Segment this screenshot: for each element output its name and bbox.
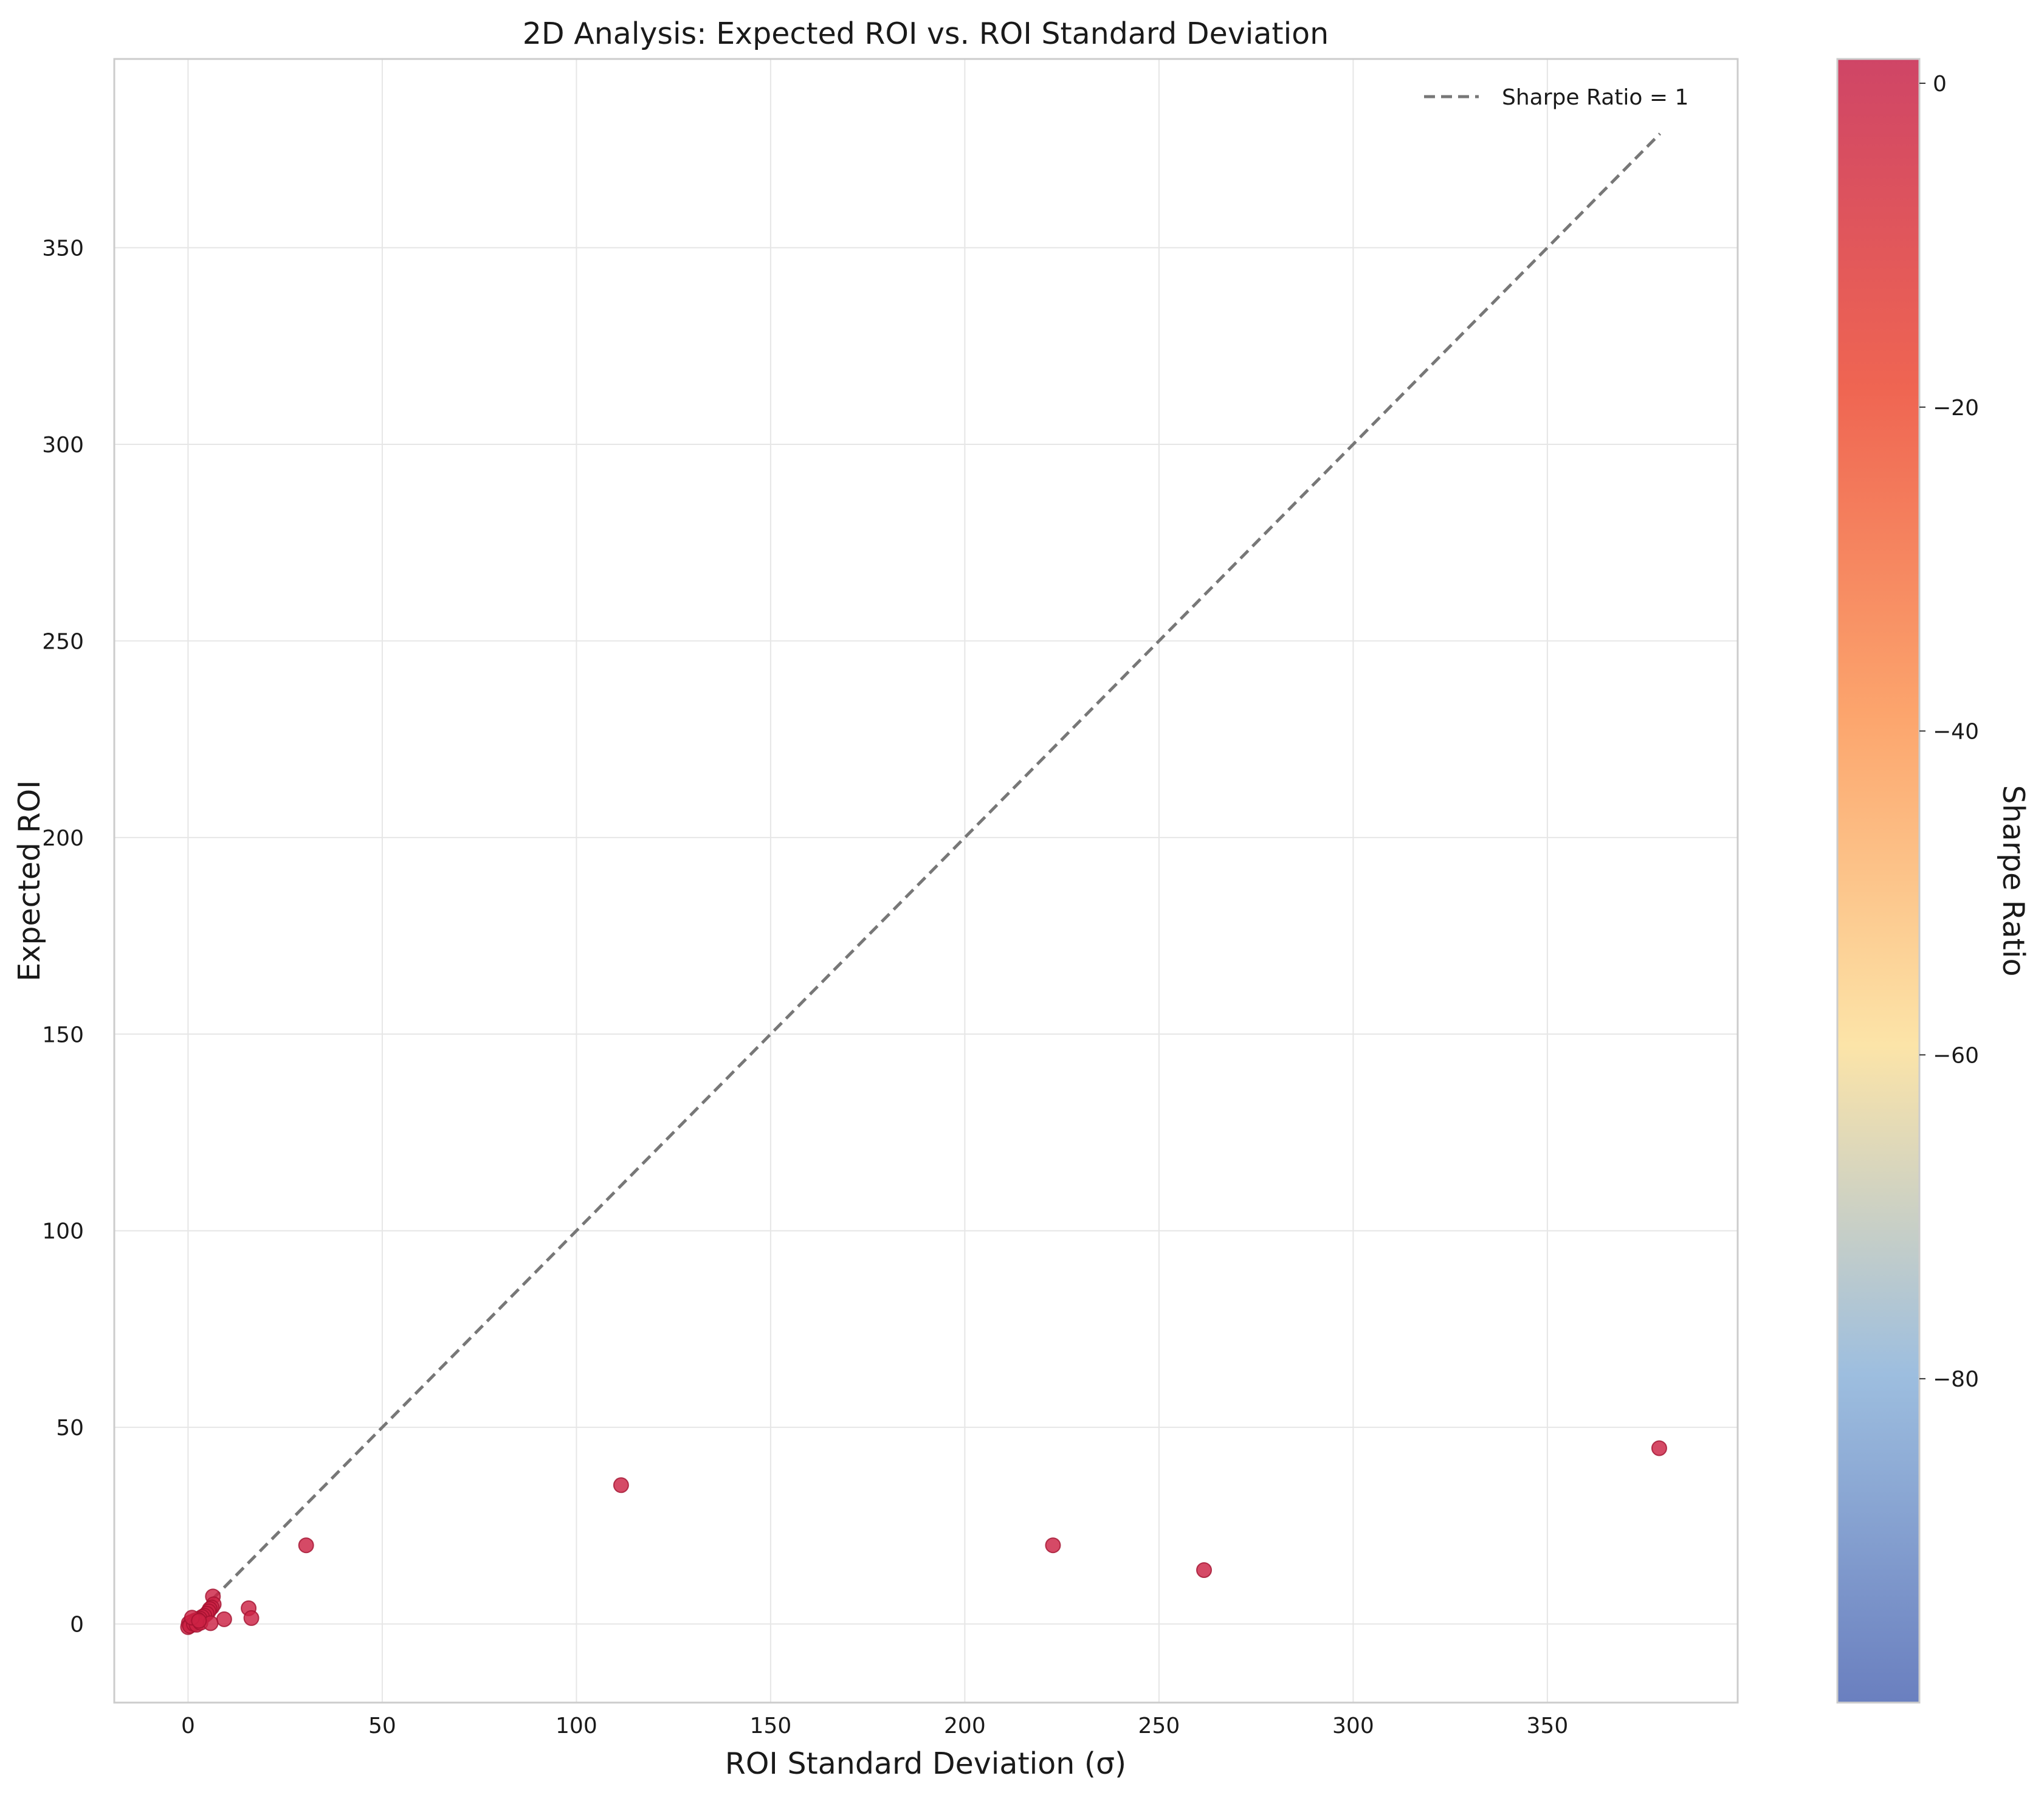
sharpe-ratio-reference-line bbox=[187, 133, 1661, 1625]
y-axis-ticks: 0 50 100 150 200 250 300 350 bbox=[42, 236, 84, 1638]
data-point bbox=[613, 1477, 629, 1494]
legend: Sharpe Ratio = 1 bbox=[1424, 85, 1688, 110]
y-tick-label: 0 bbox=[70, 1613, 84, 1638]
reference-line-layer bbox=[187, 133, 1661, 1625]
colorbar-gradient bbox=[1837, 59, 1919, 1703]
data-point bbox=[243, 1610, 260, 1626]
x-axis-ticks: 0 50 100 150 200 250 300 350 bbox=[181, 1714, 1568, 1738]
y-tick-label: 100 bbox=[42, 1219, 84, 1244]
plot-frame bbox=[113, 58, 1739, 1704]
colorbar-label: Sharpe Ratio bbox=[1996, 785, 2031, 977]
data-point bbox=[1651, 1440, 1667, 1456]
y-tick-label: 150 bbox=[42, 1022, 84, 1047]
colorbar-tick-label: −20 bbox=[1933, 396, 1979, 421]
y-tick-label: 250 bbox=[42, 629, 84, 654]
legend-label: Sharpe Ratio = 1 bbox=[1502, 85, 1688, 110]
x-tick-label: 0 bbox=[181, 1714, 195, 1738]
chart-title: 2D Analysis: Expected ROI vs. ROI Standa… bbox=[523, 16, 1329, 51]
data-point bbox=[1045, 1537, 1061, 1554]
data-point bbox=[298, 1537, 314, 1554]
points-layer bbox=[180, 1440, 1667, 1635]
y-tick-label: 50 bbox=[56, 1416, 84, 1441]
colorbar-frame bbox=[1836, 58, 1921, 1704]
data-point bbox=[216, 1611, 232, 1627]
x-tick-label: 50 bbox=[368, 1714, 396, 1738]
y-axis-label: Expected ROI bbox=[12, 780, 47, 981]
plot-background bbox=[114, 59, 1738, 1703]
y-tick-label: 200 bbox=[42, 826, 84, 851]
data-point bbox=[1196, 1562, 1213, 1578]
x-tick-label: 100 bbox=[556, 1714, 597, 1738]
colorbar-tick-label: −40 bbox=[1933, 720, 1979, 745]
colorbar-ticks: 0 −20 −40 −60 −80 bbox=[1919, 72, 1979, 1392]
colorbar: 0 −20 −40 −60 −80 Sharpe Ratio bbox=[1836, 58, 2031, 1704]
x-axis-label: ROI Standard Deviation (σ) bbox=[725, 1746, 1126, 1781]
colorbar-tick-label: 0 bbox=[1933, 72, 1947, 97]
plot-area bbox=[113, 58, 1739, 1704]
x-tick-label: 300 bbox=[1332, 1714, 1374, 1738]
grid bbox=[114, 59, 1738, 1703]
x-tick-label: 350 bbox=[1527, 1714, 1569, 1738]
x-tick-label: 150 bbox=[750, 1714, 792, 1738]
colorbar-tick-label: −60 bbox=[1933, 1043, 1979, 1068]
x-tick-label: 200 bbox=[944, 1714, 986, 1738]
data-point bbox=[191, 1613, 207, 1629]
colorbar-tick-label: −80 bbox=[1933, 1367, 1979, 1392]
y-tick-label: 350 bbox=[42, 236, 84, 261]
x-tick-label: 250 bbox=[1138, 1714, 1180, 1738]
y-tick-label: 300 bbox=[42, 433, 84, 458]
